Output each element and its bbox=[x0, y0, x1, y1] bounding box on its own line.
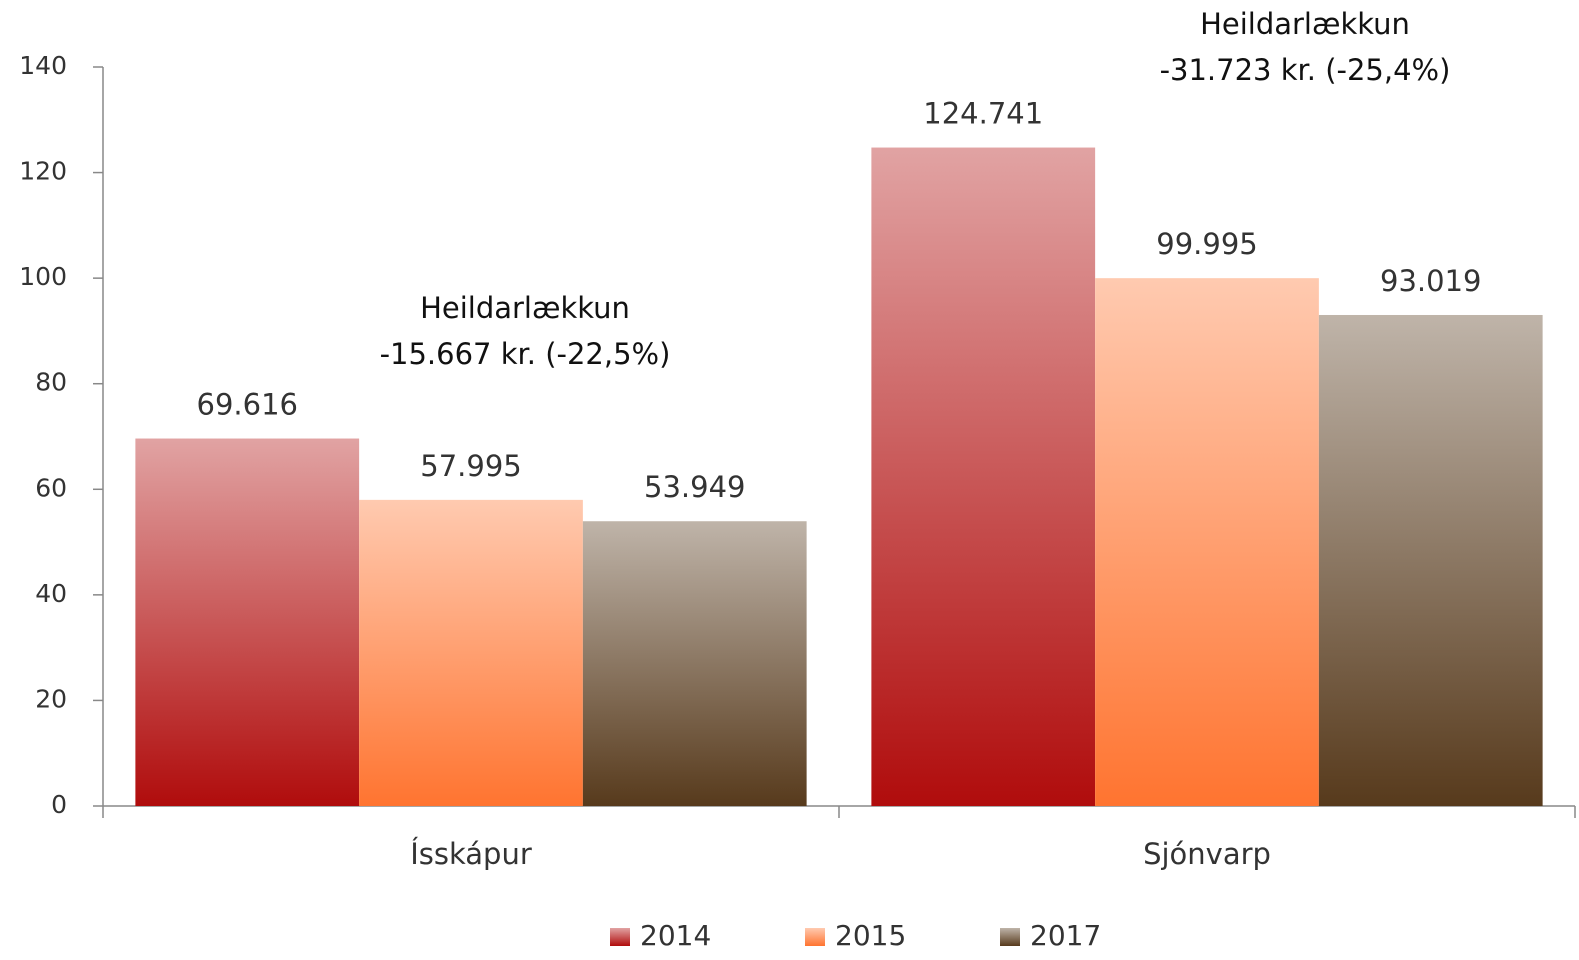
y-tick-label: 0 bbox=[51, 790, 67, 819]
bar bbox=[1318, 314, 1543, 806]
annotation: Heildarlækkun bbox=[1200, 7, 1410, 41]
legend-label: 2015 bbox=[835, 919, 906, 952]
y-tick-label: 100 bbox=[19, 262, 67, 291]
bar bbox=[1095, 278, 1319, 806]
value-label: 69.616 bbox=[197, 388, 298, 422]
value-label: 53.949 bbox=[644, 470, 745, 504]
y-tick-label: 40 bbox=[35, 579, 67, 608]
bar bbox=[359, 499, 583, 806]
value-label: 57.995 bbox=[420, 449, 521, 483]
legend-swatch bbox=[610, 928, 630, 946]
legend-label: 2014 bbox=[640, 919, 711, 952]
y-tick-label: 80 bbox=[35, 368, 67, 397]
x-tick-label: Sjónvarp bbox=[1143, 837, 1271, 871]
y-tick-label: 20 bbox=[35, 684, 67, 713]
bar bbox=[135, 438, 360, 806]
annotation: -31.723 kr. (-25,4%) bbox=[1160, 53, 1451, 87]
bar bbox=[871, 147, 1096, 806]
annotation: -15.667 kr. (-22,5%) bbox=[380, 337, 671, 371]
legend-label: 2017 bbox=[1030, 919, 1101, 952]
bar bbox=[582, 521, 807, 806]
annotation: Heildarlækkun bbox=[420, 291, 630, 325]
legend-swatch bbox=[1000, 928, 1020, 946]
value-label: 124.741 bbox=[923, 97, 1043, 131]
y-tick-label: 140 bbox=[19, 51, 67, 80]
y-tick-label: 60 bbox=[35, 473, 67, 502]
y-tick-label: 120 bbox=[19, 157, 67, 186]
value-label: 93.019 bbox=[1380, 264, 1481, 298]
value-label: 99.995 bbox=[1156, 227, 1257, 261]
x-tick-label: Ísskápur bbox=[410, 837, 532, 871]
legend-swatch bbox=[805, 928, 825, 946]
